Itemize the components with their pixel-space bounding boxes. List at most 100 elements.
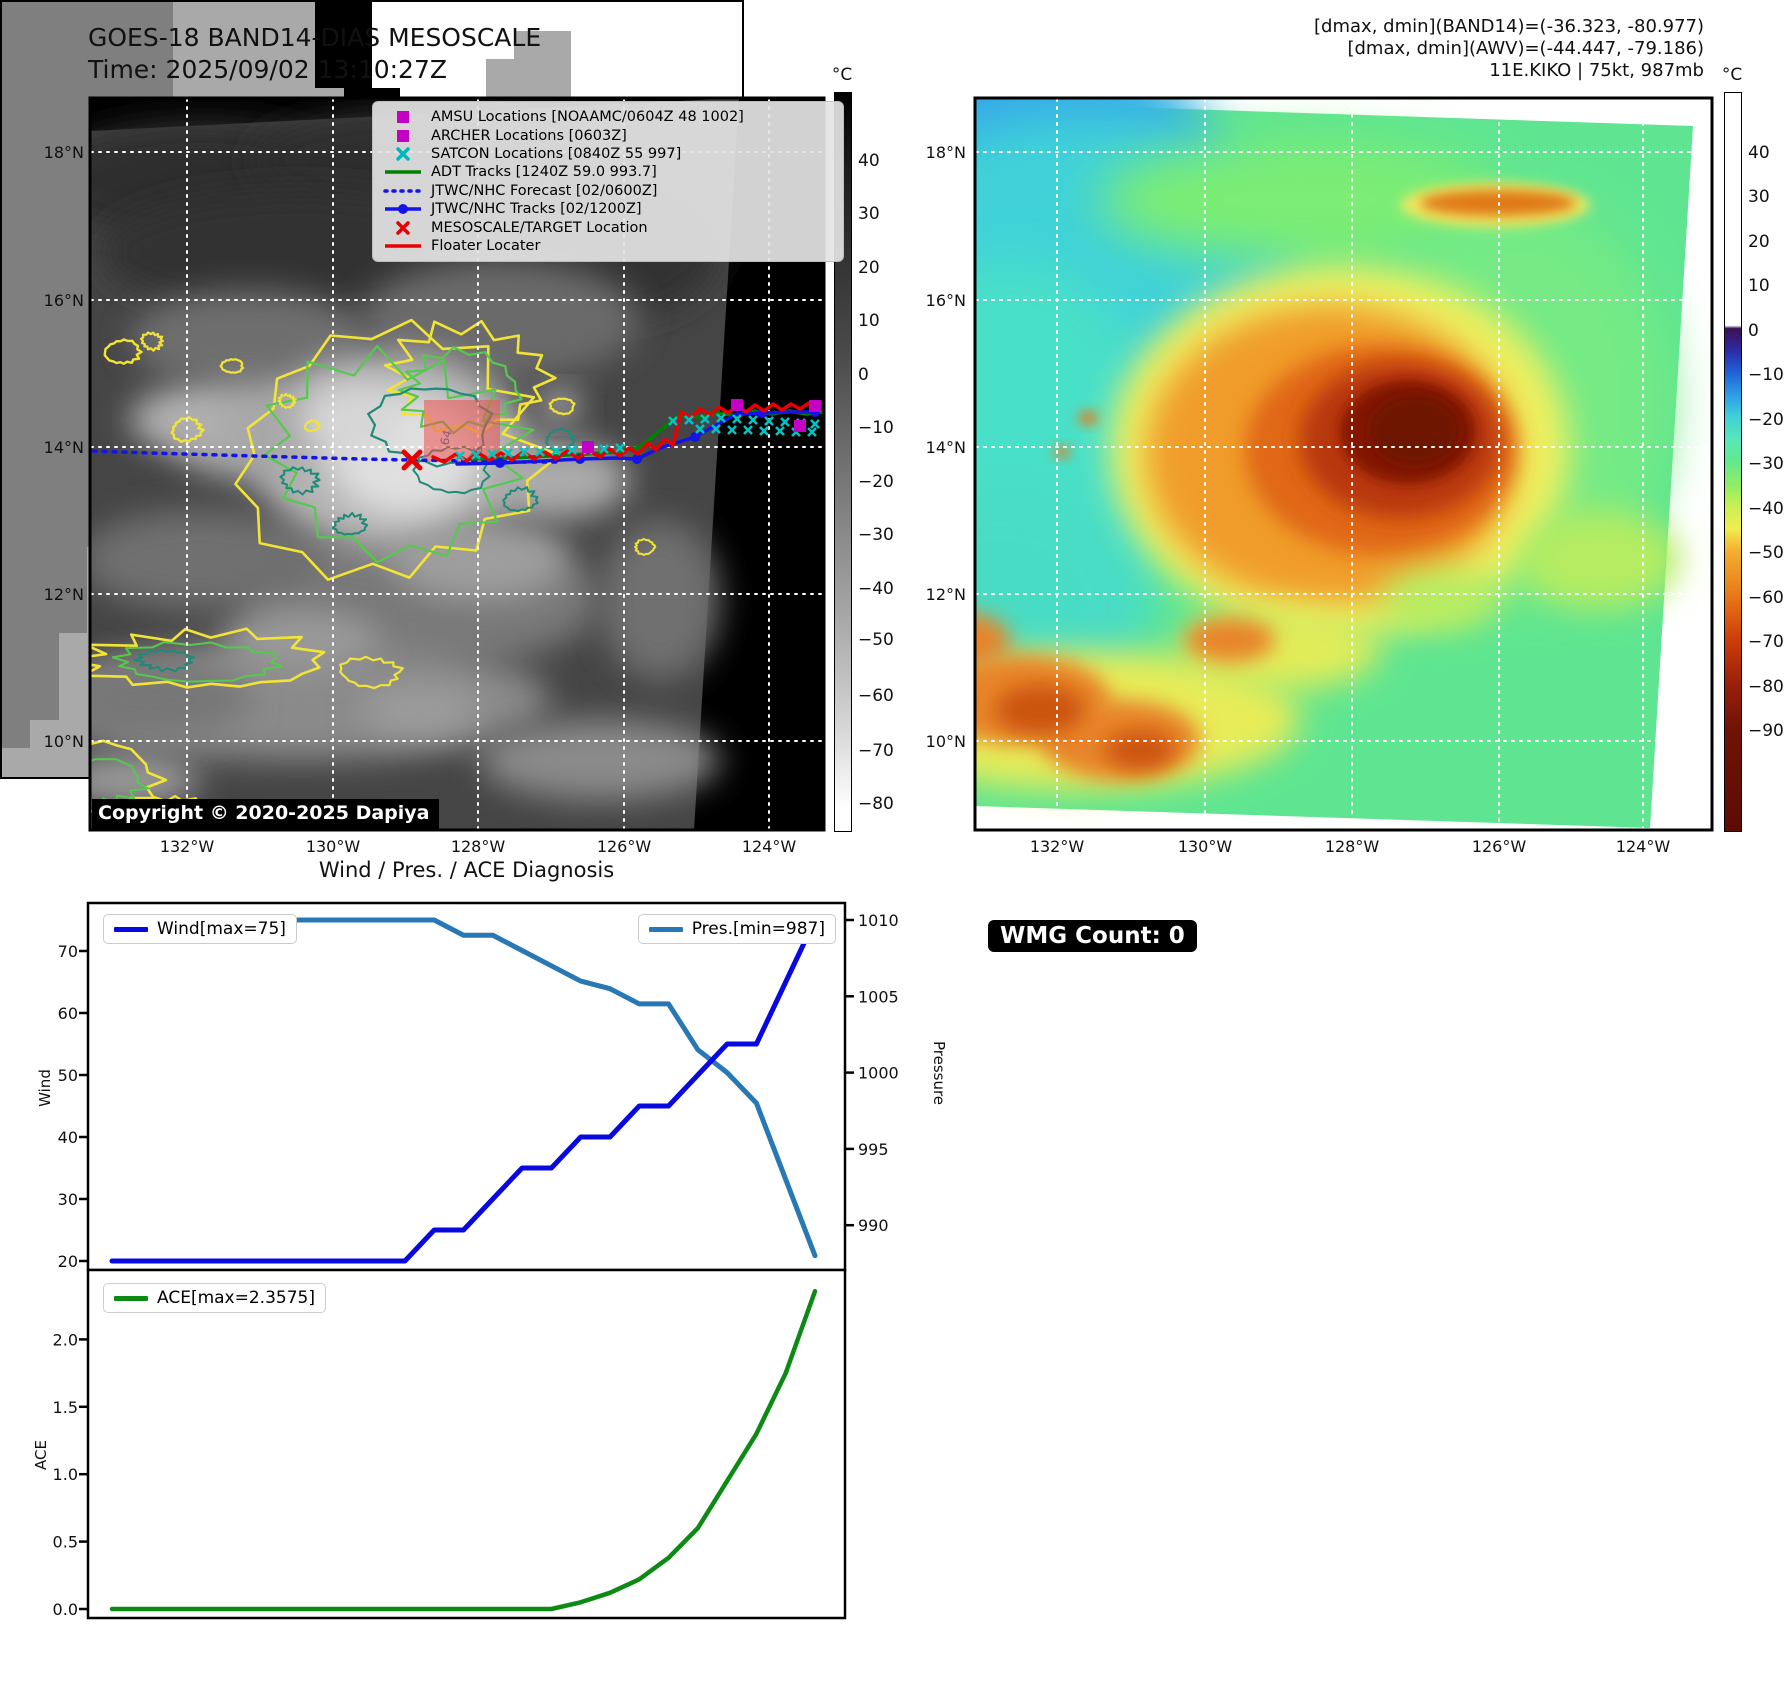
colorbar-tick-label: −10 xyxy=(1748,365,1784,385)
wmg-cell xyxy=(457,30,486,60)
wind-axis-title: Wind xyxy=(36,1069,54,1107)
colorbar-unit-label: °C xyxy=(832,65,852,85)
awv-color-map xyxy=(975,98,1712,830)
wmg-cell xyxy=(30,202,59,232)
legend-item-2: SATCON Locations [0840Z 55 997] xyxy=(383,145,835,163)
wind-tick-label: 20 xyxy=(58,1252,78,1271)
header-left: GOES-18 BAND14-DIAS MESOSCALE Time: 2025… xyxy=(88,22,541,86)
legend-item-3: ADT Tracks [1240Z 59.0 993.7] xyxy=(383,163,835,181)
wmg-cell xyxy=(2,518,31,548)
wmg-cell xyxy=(58,432,88,462)
wmg-cell xyxy=(58,346,88,376)
wmg-cell xyxy=(315,2,344,31)
wmg-cell xyxy=(685,2,714,31)
goes-map-border xyxy=(88,96,826,832)
wmg-cell xyxy=(2,202,31,232)
wmg-cell xyxy=(400,59,429,89)
wmg-cell xyxy=(30,489,59,519)
wmg-cell xyxy=(30,2,59,31)
wmg-cell xyxy=(2,461,31,490)
wmg-cell xyxy=(258,30,287,60)
colorbar-unit-label: °C xyxy=(1722,65,1742,85)
colorbar-tick-label: −30 xyxy=(1748,454,1784,474)
wmg-cell xyxy=(656,59,686,89)
wmg-cell xyxy=(229,59,259,89)
colorbar-tick-label: −90 xyxy=(1748,721,1784,741)
wmg-cell xyxy=(656,30,686,60)
colorbar-tick-label: 20 xyxy=(858,258,880,278)
wmg-cell xyxy=(2,346,31,376)
lon-tick-label: 126°W xyxy=(1472,837,1527,856)
wmg-cell xyxy=(58,604,88,634)
lat-tick-label: 18°N xyxy=(926,143,966,162)
wmg-cell xyxy=(30,748,59,777)
wmg-cell xyxy=(30,690,59,720)
pres-tick-label: 1000 xyxy=(858,1064,899,1083)
wmg-cell xyxy=(2,403,31,433)
wmg-cell xyxy=(599,30,629,60)
linedot-icon xyxy=(383,202,423,216)
wmg-cell xyxy=(542,59,572,89)
legend-item-5: JTWC/NHC Tracks [02/1200Z] xyxy=(383,200,835,218)
page-title: GOES-18 BAND14-DIAS MESOSCALE xyxy=(88,23,542,52)
wmg-cell xyxy=(58,518,88,548)
lon-tick-label: 130°W xyxy=(1178,837,1233,856)
wmg-cell xyxy=(258,59,287,89)
colorbar-tick-label: −60 xyxy=(858,686,894,706)
wmg-cell xyxy=(371,2,401,31)
wind-tick-label: 70 xyxy=(58,942,78,961)
wmg-cell xyxy=(30,547,59,577)
pres-tick-label: 1010 xyxy=(858,911,899,930)
wmg-cell xyxy=(514,59,543,89)
pres-legend: Pres.[min=987] xyxy=(637,914,836,944)
wmg-cell xyxy=(144,30,173,60)
wmg-cell xyxy=(229,2,259,31)
wmg-cell xyxy=(58,59,88,89)
wind-legend: Wind[max=75] xyxy=(103,914,297,944)
wmg-cell xyxy=(628,2,657,31)
lon-tick-label: 132°W xyxy=(160,837,215,856)
wmg-cell xyxy=(485,59,515,89)
wmg-cell xyxy=(58,403,88,433)
wmg-cell xyxy=(30,461,59,490)
wind-tick-label: 30 xyxy=(58,1190,78,1209)
wmg-count-badge: WMG Count: 0 xyxy=(988,920,1197,952)
dotted-icon xyxy=(383,184,423,198)
lat-tick-label: 14°N xyxy=(926,438,966,457)
colorbar-ir xyxy=(1724,92,1742,832)
legend-item-label: AMSU Locations [NOAAMC/0604Z 48 1002] xyxy=(431,109,744,126)
wmg-cell xyxy=(30,403,59,433)
wmg-cell xyxy=(30,576,59,605)
colorbar-tick-label: 30 xyxy=(1748,187,1770,207)
lon-tick-label: 130°W xyxy=(306,837,361,856)
wind-series-line xyxy=(109,917,818,1264)
wind-legend-label: Wind[max=75] xyxy=(157,919,286,939)
pres-tick-label: 995 xyxy=(858,1140,889,1159)
wmg-cell xyxy=(30,719,59,749)
wind-pres-chart xyxy=(86,901,847,1272)
legend-item-label: MESOSCALE/TARGET Location xyxy=(431,219,648,236)
wmg-cell xyxy=(58,88,88,117)
wmg-cell xyxy=(713,2,742,31)
wmg-cell xyxy=(30,289,59,318)
wmg-cell xyxy=(2,88,31,117)
wmg-cell xyxy=(2,432,31,462)
wmg-cell xyxy=(628,30,657,60)
lon-tick-label: 124°W xyxy=(742,837,797,856)
ace-axis-title: ACE xyxy=(32,1440,50,1470)
dmax-band14: [dmax, dmin](BAND14)=(-36.323, -80.977) xyxy=(1314,16,1704,37)
wmg-cell xyxy=(58,690,88,720)
wmg-cell xyxy=(2,289,31,318)
wmg-cell xyxy=(58,748,88,777)
wmg-cell xyxy=(713,30,742,60)
wmg-cell xyxy=(58,633,88,663)
wmg-cell xyxy=(58,662,88,691)
wmg-cell xyxy=(201,59,230,89)
wmg-cell xyxy=(371,59,401,89)
lon-tick-label: 132°W xyxy=(1030,837,1085,856)
colorbar-tick-label: −10 xyxy=(858,418,894,438)
dmax-awv: [dmax, dmin](AWV)=(-44.447, -79.186) xyxy=(1347,38,1704,59)
ace-tick-label: 0.5 xyxy=(53,1533,78,1552)
wmg-cell xyxy=(571,2,600,31)
